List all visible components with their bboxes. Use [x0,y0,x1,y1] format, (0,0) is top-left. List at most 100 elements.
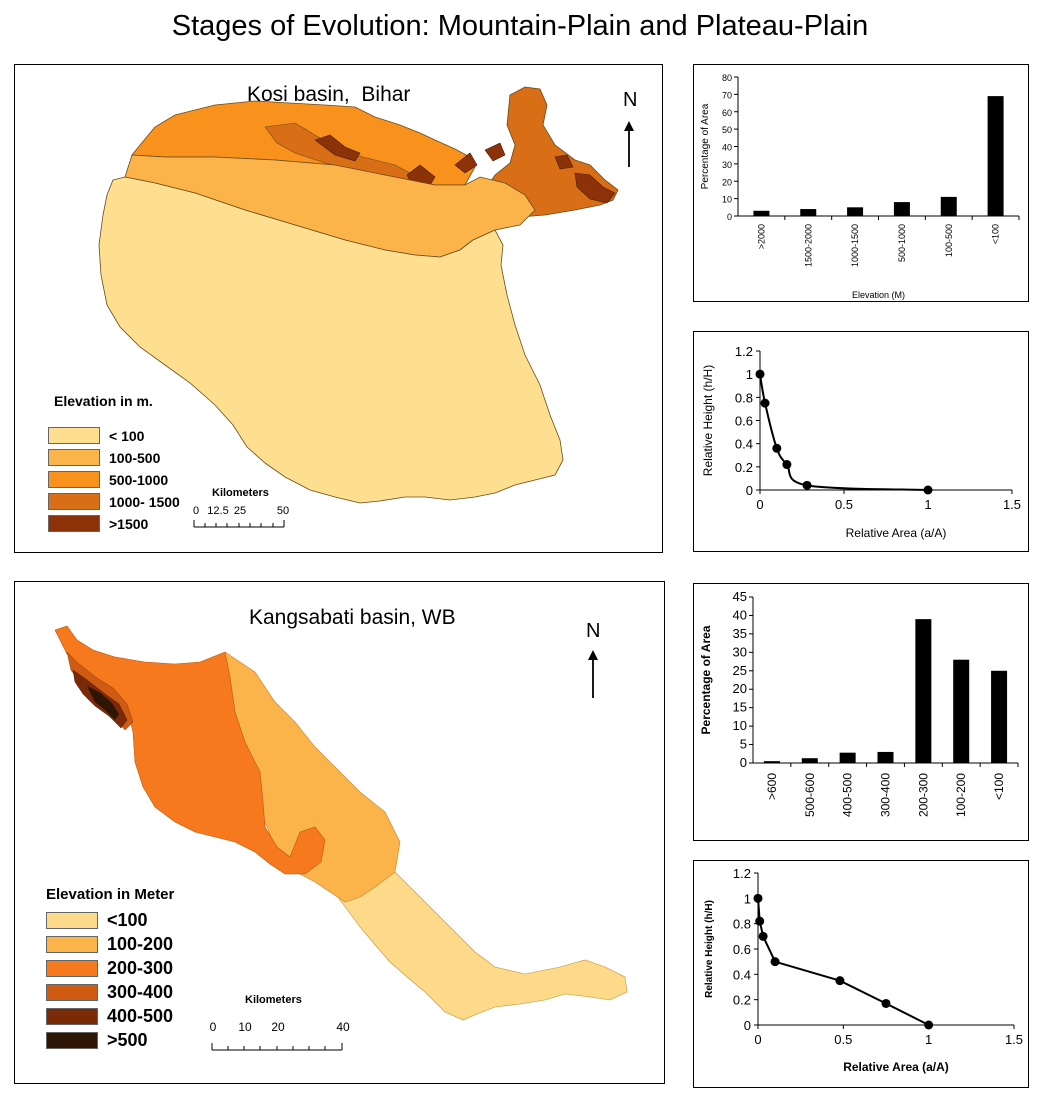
kosi-legend-label: 1000- 1500 [109,493,180,510]
x-axis-title: Elevation (M) [852,290,905,300]
kosi-legend-swatch [48,449,100,466]
bar [987,96,1004,216]
bar [991,670,1008,763]
y-tick-label: 60 [722,108,732,118]
data-point [772,443,782,453]
bar [915,619,932,763]
kangsabati-legend-swatch [46,1032,98,1049]
y-tick-label: 0.6 [733,942,751,957]
y-tick-label: 10 [733,718,747,733]
kangsabati-legend-swatch [46,960,98,977]
kangsabati-legend-swatch [46,984,98,1001]
x-tick-label: 1 [925,1032,932,1047]
x-tick-label: 500-1000 [897,224,907,262]
data-point [755,369,765,379]
x-tick-label: <100 [992,773,1006,800]
data-point [881,998,891,1008]
x-tick-label: 0 [754,1032,761,1047]
kosi-map-image [98,86,619,504]
kangsabati-legend-label: 300-400 [107,982,174,1002]
x-tick-label: 1.5 [1005,1032,1023,1047]
kosi-legend-swatch [48,493,100,510]
data-point [758,931,768,941]
x-tick-label: 0.5 [834,1032,852,1047]
kangsabati-zone-gt500 [87,686,119,720]
kosi-scale-tick: 25 [233,505,247,517]
kangsabati-scale-tick: 0 [209,1020,217,1034]
bar [801,758,818,763]
kangsabati-scale-title: Kilometers [245,994,302,1006]
x-tick-label: 500-600 [803,773,817,817]
kosi-north-arrow-icon [624,121,634,167]
kosi-legend-label: >1500 [109,515,149,532]
x-tick-label: <100 [991,224,1001,244]
y-tick-label: 80 [722,73,732,83]
x-tick-label: 100-200 [954,773,968,817]
y-tick-label: 35 [733,626,747,641]
kosi-map-panel: Kosi basin, Bihar N Elevation in m. < 10… [14,64,663,553]
y-tick-label: 30 [722,160,732,170]
kosi-legend-swatch [48,471,100,488]
x-tick-label: 400-500 [841,773,855,817]
y-tick-label: 0.4 [735,437,753,452]
y-tick-label: 40 [733,607,747,622]
data-point [753,893,763,903]
y-tick-label: 1 [744,891,751,906]
kangsabati-legend-swatch [46,1008,98,1025]
bar [953,659,970,763]
kangsabati-legend-label: 200-300 [107,958,174,978]
kangsabati-legend-item: 300-400 [46,982,173,1003]
y-axis-title: Percentage of Area [699,625,713,734]
y-axis-title: Relative Height (h/H) [704,900,715,998]
x-tick-label: 0 [756,497,763,512]
y-tick-label: 0.6 [735,414,753,429]
x-tick-label: >2000 [756,224,766,249]
kosi-legend-swatch [48,427,100,444]
kangsabati-legend-item: 100-200 [46,934,173,955]
kosi-hypsometric-chart: 0 0.2 0.4 0.6 0.8 1 1.2 0 0.5 1 1.5 Relative Height… [701,344,1021,540]
y-tick-label: 0.2 [735,460,753,475]
bar [877,751,894,763]
y-tick-label: 15 [733,700,747,715]
data-point [802,480,812,490]
y-tick-label: 40 [722,143,732,153]
y-tick-label: 45 [733,589,747,604]
kangsabati-bar-chart: 0 5 10 15 20 25 30 35 40 45 >600 500-600 400-500 300-… [699,589,1019,817]
kosi-scale-tick: 12.5 [207,505,229,517]
y-axis-title: Relative Height (h/H) [701,365,715,476]
kosi-legend-item: 1000- 1500 [48,493,180,510]
kosi-legend-label: 500-1000 [109,471,169,488]
data-point [770,957,780,967]
y-tick-label: 1 [746,367,753,382]
kosi-legend-swatch [48,515,100,532]
kosi-legend-label: < 100 [109,427,145,444]
kosi-scale-title: Kilometers [212,487,269,499]
kangsabati-scale-tick: 20 [271,1020,285,1034]
bar [800,209,817,216]
kosi-zone-lt100 [98,176,564,504]
kangsabati-legend-label: 400-500 [107,1006,174,1026]
data-point [923,485,933,495]
kangsabati-legend-label: 100-200 [107,934,174,954]
kangsabati-north-arrow-icon [588,650,598,698]
kangsabati-bar-chart-panel: 0 5 10 15 20 25 30 35 40 45 >600 500-600 400-500 300-… [693,583,1029,841]
x-tick-label: 1.5 [1003,497,1021,512]
x-tick-label: 1500-2000 [803,224,813,267]
kangsabati-map-title: Kangsabati basin, WB [249,606,456,629]
kosi-legend-item: < 100 [48,427,144,444]
kangsabati-hypsometric-chart-panel: 0 0.2 0.4 0.6 0.8 1 1.2 0 0.5 1 1.5 Relative Height… [693,860,1029,1088]
kangsabati-north-label: N [586,620,601,642]
kangsabati-map-image [54,625,628,1021]
x-tick-label: 0.5 [835,497,853,512]
y-tick-label: 20 [722,177,732,187]
x-tick-label: 1000-1500 [850,224,860,267]
kosi-legend-item: >1500 [48,515,148,532]
kangsabati-legend-swatch [46,936,98,953]
kosi-legend-title: Elevation in m. [54,393,153,409]
y-tick-label: 1.2 [733,866,751,881]
kangsabati-legend-label: >500 [107,1030,148,1050]
kangsabati-legend-swatch [46,912,98,929]
kangsabati-legend-label: <100 [107,910,148,930]
series-line [759,373,929,491]
bar [763,761,780,763]
